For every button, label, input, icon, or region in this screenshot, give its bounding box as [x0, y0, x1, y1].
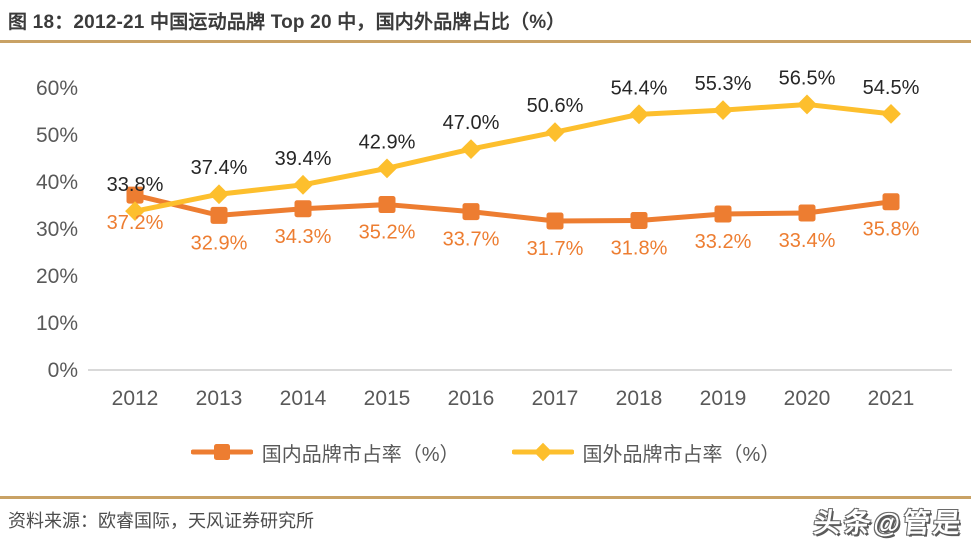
svg-text:0%: 0%: [48, 359, 78, 382]
svg-text:2014: 2014: [280, 387, 327, 410]
toutiao-watermark: 头条@管是: [811, 508, 965, 538]
svg-text:37.2%: 37.2%: [107, 212, 164, 234]
svg-text:37.4%: 37.4%: [191, 157, 248, 179]
svg-text:40%: 40%: [36, 171, 78, 194]
svg-text:2015: 2015: [364, 387, 411, 410]
svg-text:33.4%: 33.4%: [779, 230, 836, 252]
legend-item-domestic: 国内品牌市占率（%）: [190, 438, 460, 467]
svg-text:2018: 2018: [616, 387, 663, 410]
svg-text:10%: 10%: [36, 312, 78, 335]
legend-marker-foreign-diamond-icon: [511, 442, 574, 462]
svg-text:31.7%: 31.7%: [527, 238, 584, 260]
chart-legend: 国内品牌市占率（%） 国外品牌市占率（%）: [0, 437, 971, 467]
svg-text:54.4%: 54.4%: [611, 77, 668, 99]
svg-text:54.5%: 54.5%: [863, 77, 920, 99]
svg-text:50%: 50%: [36, 124, 78, 147]
svg-text:2020: 2020: [784, 387, 831, 410]
svg-text:2021: 2021: [868, 387, 915, 410]
title-separator-line: [0, 40, 971, 43]
legend-marker-domestic-square-icon: [190, 442, 253, 462]
legend-label-domestic: 国内品牌市占率（%）: [261, 443, 460, 466]
legend-label-foreign: 国外品牌市占率（%）: [582, 443, 781, 466]
svg-text:50.6%: 50.6%: [527, 95, 584, 117]
legend-item-foreign: 国外品牌市占率（%）: [511, 438, 781, 467]
svg-text:35.8%: 35.8%: [863, 219, 920, 241]
svg-text:2016: 2016: [448, 387, 495, 410]
svg-text:39.4%: 39.4%: [275, 148, 332, 170]
svg-text:34.3%: 34.3%: [275, 226, 332, 248]
svg-text:33.8%: 33.8%: [107, 174, 164, 196]
svg-text:2019: 2019: [700, 387, 747, 410]
svg-text:2017: 2017: [532, 387, 579, 410]
svg-text:33.7%: 33.7%: [443, 229, 500, 251]
svg-text:31.8%: 31.8%: [611, 238, 668, 260]
svg-text:30%: 30%: [36, 218, 78, 241]
svg-text:42.9%: 42.9%: [359, 131, 416, 153]
svg-text:60%: 60%: [36, 77, 78, 100]
svg-text:33.2%: 33.2%: [695, 231, 752, 253]
svg-text:20%: 20%: [36, 265, 78, 288]
svg-text:32.9%: 32.9%: [191, 232, 248, 254]
figure-title: 图 18：2012-21 中国运动品牌 Top 20 中，国内外品牌占比（%）: [8, 12, 566, 33]
svg-text:2013: 2013: [196, 387, 243, 410]
svg-text:35.2%: 35.2%: [359, 222, 416, 244]
svg-text:2012: 2012: [112, 387, 159, 410]
line-chart: 0% 10% 20% 30% 40% 50% 60% 2012 2013 2014 2015 2016…: [36, 67, 952, 410]
svg-text:55.3%: 55.3%: [695, 73, 752, 95]
svg-text:47.0%: 47.0%: [443, 112, 500, 134]
footer-separator-line: [0, 496, 971, 499]
data-source-note: 资料来源：欧睿国际，天风证券研究所: [8, 511, 314, 531]
svg-text:56.5%: 56.5%: [779, 67, 836, 89]
